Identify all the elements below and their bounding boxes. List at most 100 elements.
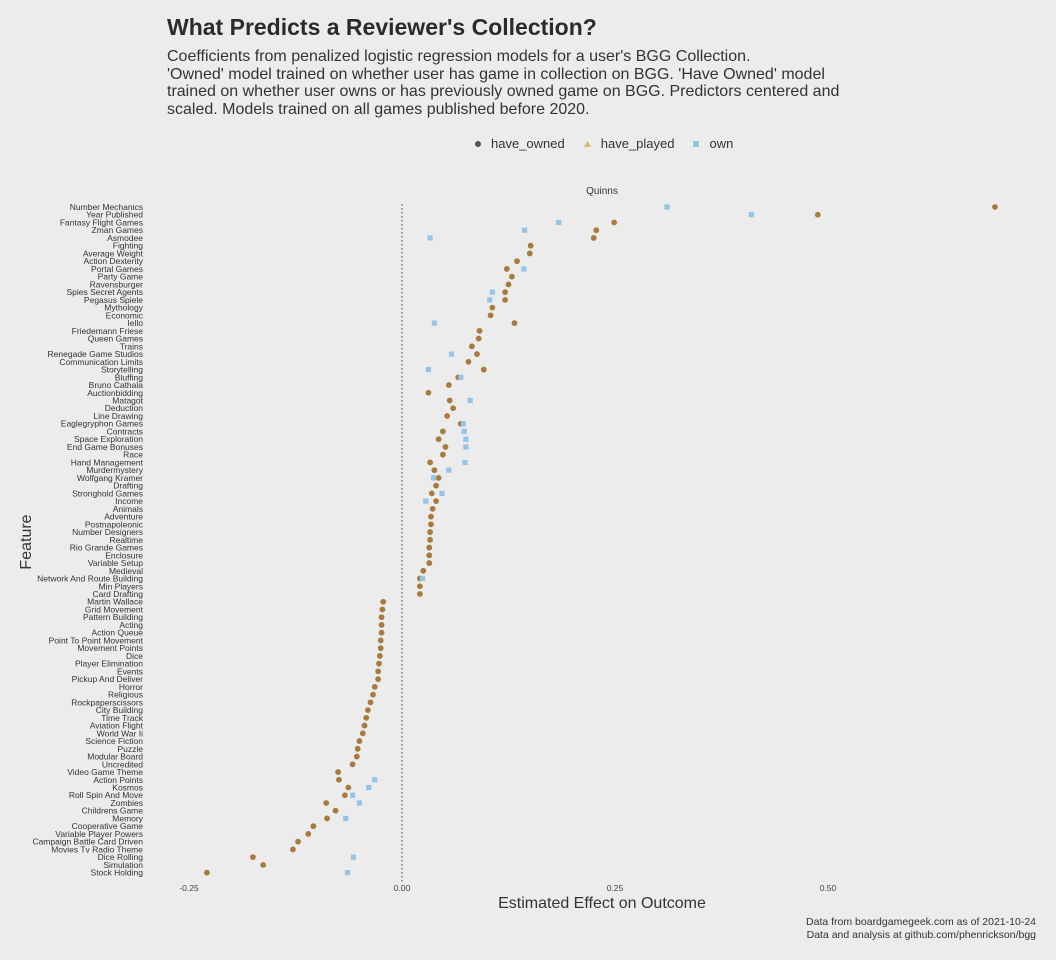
point-own (458, 374, 464, 380)
point-have-owned (324, 815, 330, 822)
point-have-owned (356, 738, 363, 744)
feature-label: Bruno Cathala (89, 380, 144, 390)
point-own (439, 490, 445, 496)
legend-item-own: own (692, 136, 733, 151)
point-have-owned (376, 653, 383, 659)
point-own (748, 212, 754, 218)
y-axis-label: Feature (18, 514, 35, 569)
point-have-owned (323, 800, 330, 806)
point-have-owned (332, 807, 339, 814)
feature-label: Network And Route Building (37, 574, 143, 584)
feature-label: Min Players (99, 581, 143, 591)
feature-label: Card Drafting (92, 589, 143, 599)
feature-label: Asmodee (107, 233, 143, 243)
feature-label: Grid Movement (85, 604, 144, 614)
feature-label: Communication Limits (59, 357, 143, 367)
point-own (423, 498, 429, 504)
feature-label: Puzzle (117, 744, 143, 754)
point-have-owned (349, 761, 356, 768)
point-have-owned (359, 730, 366, 737)
point-have-owned (611, 219, 618, 226)
feature-label: Line Drawing (93, 411, 143, 421)
point-have-owned (367, 699, 374, 706)
point-own (427, 235, 433, 241)
point-own (487, 297, 493, 303)
point-have-owned (427, 536, 434, 543)
point-have-owned (450, 405, 457, 412)
point-have-owned (365, 707, 371, 713)
point-own (419, 575, 426, 582)
point-have-owned (487, 312, 494, 319)
point-have-owned (480, 366, 487, 373)
point-have-owned (380, 598, 387, 605)
x-tick-label: 0.50 (820, 883, 837, 893)
feature-label: Hand Management (71, 457, 144, 467)
caption-line: Data and analysis at github.com/phenrick… (806, 929, 1036, 941)
x-tick-label: 0.00 (394, 883, 411, 893)
x-tick-label: 0.25 (607, 883, 624, 893)
point-have-owned (439, 451, 446, 458)
x-axis-ticks: -0.25 0.00 0.25 0.50 (179, 883, 836, 893)
feature-label: Variable Setup (88, 558, 143, 568)
feature-label: Trains (120, 341, 143, 351)
point-have-owned (416, 583, 423, 590)
point-have-owned (526, 250, 533, 257)
feature-label: Memory (112, 813, 143, 823)
feature-label: Friedemann Friese (72, 326, 144, 336)
feature-label: Zman Games (92, 225, 144, 235)
feature-label: Movies Tv Radio Theme (51, 844, 143, 854)
point-have-owned (445, 382, 452, 388)
point-own (556, 219, 562, 226)
feature-label: Cooperative Game (72, 821, 144, 831)
point-have-owned (426, 552, 433, 559)
point-have-owned (310, 823, 317, 830)
feature-label: Postnapoleonic (85, 519, 144, 529)
point-own (448, 351, 455, 357)
point-have-owned (353, 753, 360, 760)
feature-label: Economic (106, 310, 144, 320)
point-have-owned (502, 296, 508, 303)
point-own (372, 777, 378, 783)
feature-label: Realtime (109, 535, 143, 545)
point-have-owned (376, 660, 382, 667)
point-have-owned (425, 389, 432, 396)
subtitle-line: scaled. Models trained on all games publ… (167, 100, 590, 118)
feature-label: Pattern Building (83, 612, 143, 622)
x-axis-label: Estimated Effect on Outcome (498, 895, 706, 912)
feature-label: Zombies (110, 798, 143, 808)
feature-label: Bluffing (115, 372, 143, 382)
point-have-owned (446, 397, 453, 404)
feature-label: Roll Spin And Move (69, 790, 143, 800)
feature-label: Race (123, 450, 143, 460)
feature-label: Action Queue (91, 628, 143, 638)
feature-label: Stronghold Games (72, 488, 143, 498)
point-have-owned (378, 622, 385, 628)
point-have-owned (465, 358, 472, 365)
feature-label: Spies Secret Agents (66, 287, 143, 297)
point-own (425, 366, 432, 373)
point-have-owned (203, 869, 210, 876)
triangle-icon (583, 140, 591, 147)
feature-label: Drafting (113, 481, 143, 491)
point-own (522, 227, 528, 233)
feature-label: Iello (127, 318, 143, 328)
feature-label: Player Elimination (75, 659, 143, 669)
circle-icon (475, 140, 481, 147)
point-have-owned (420, 567, 427, 574)
point-own (461, 428, 467, 435)
point-have-owned (429, 505, 436, 512)
point-have-owned (370, 691, 376, 698)
point-have-owned (336, 776, 342, 783)
point-have-owned (426, 544, 433, 551)
caption: Data from boardgamegeek.com as of 2021-1… (806, 916, 1036, 942)
point-own (356, 800, 362, 806)
point-have-owned (426, 560, 433, 566)
point-have-owned (435, 436, 442, 443)
feature-label: Science Fiction (85, 736, 143, 746)
chart-subtitle: Coefficients from penalized logistic reg… (167, 48, 867, 118)
feature-label: Space Exploration (74, 434, 143, 444)
subtitle-line: trained on whether user owns or has prev… (167, 83, 840, 100)
point-have-owned (428, 513, 434, 520)
feature-label: Fighting (113, 241, 144, 251)
feature-label: Eaglegryphon Games (61, 419, 143, 429)
